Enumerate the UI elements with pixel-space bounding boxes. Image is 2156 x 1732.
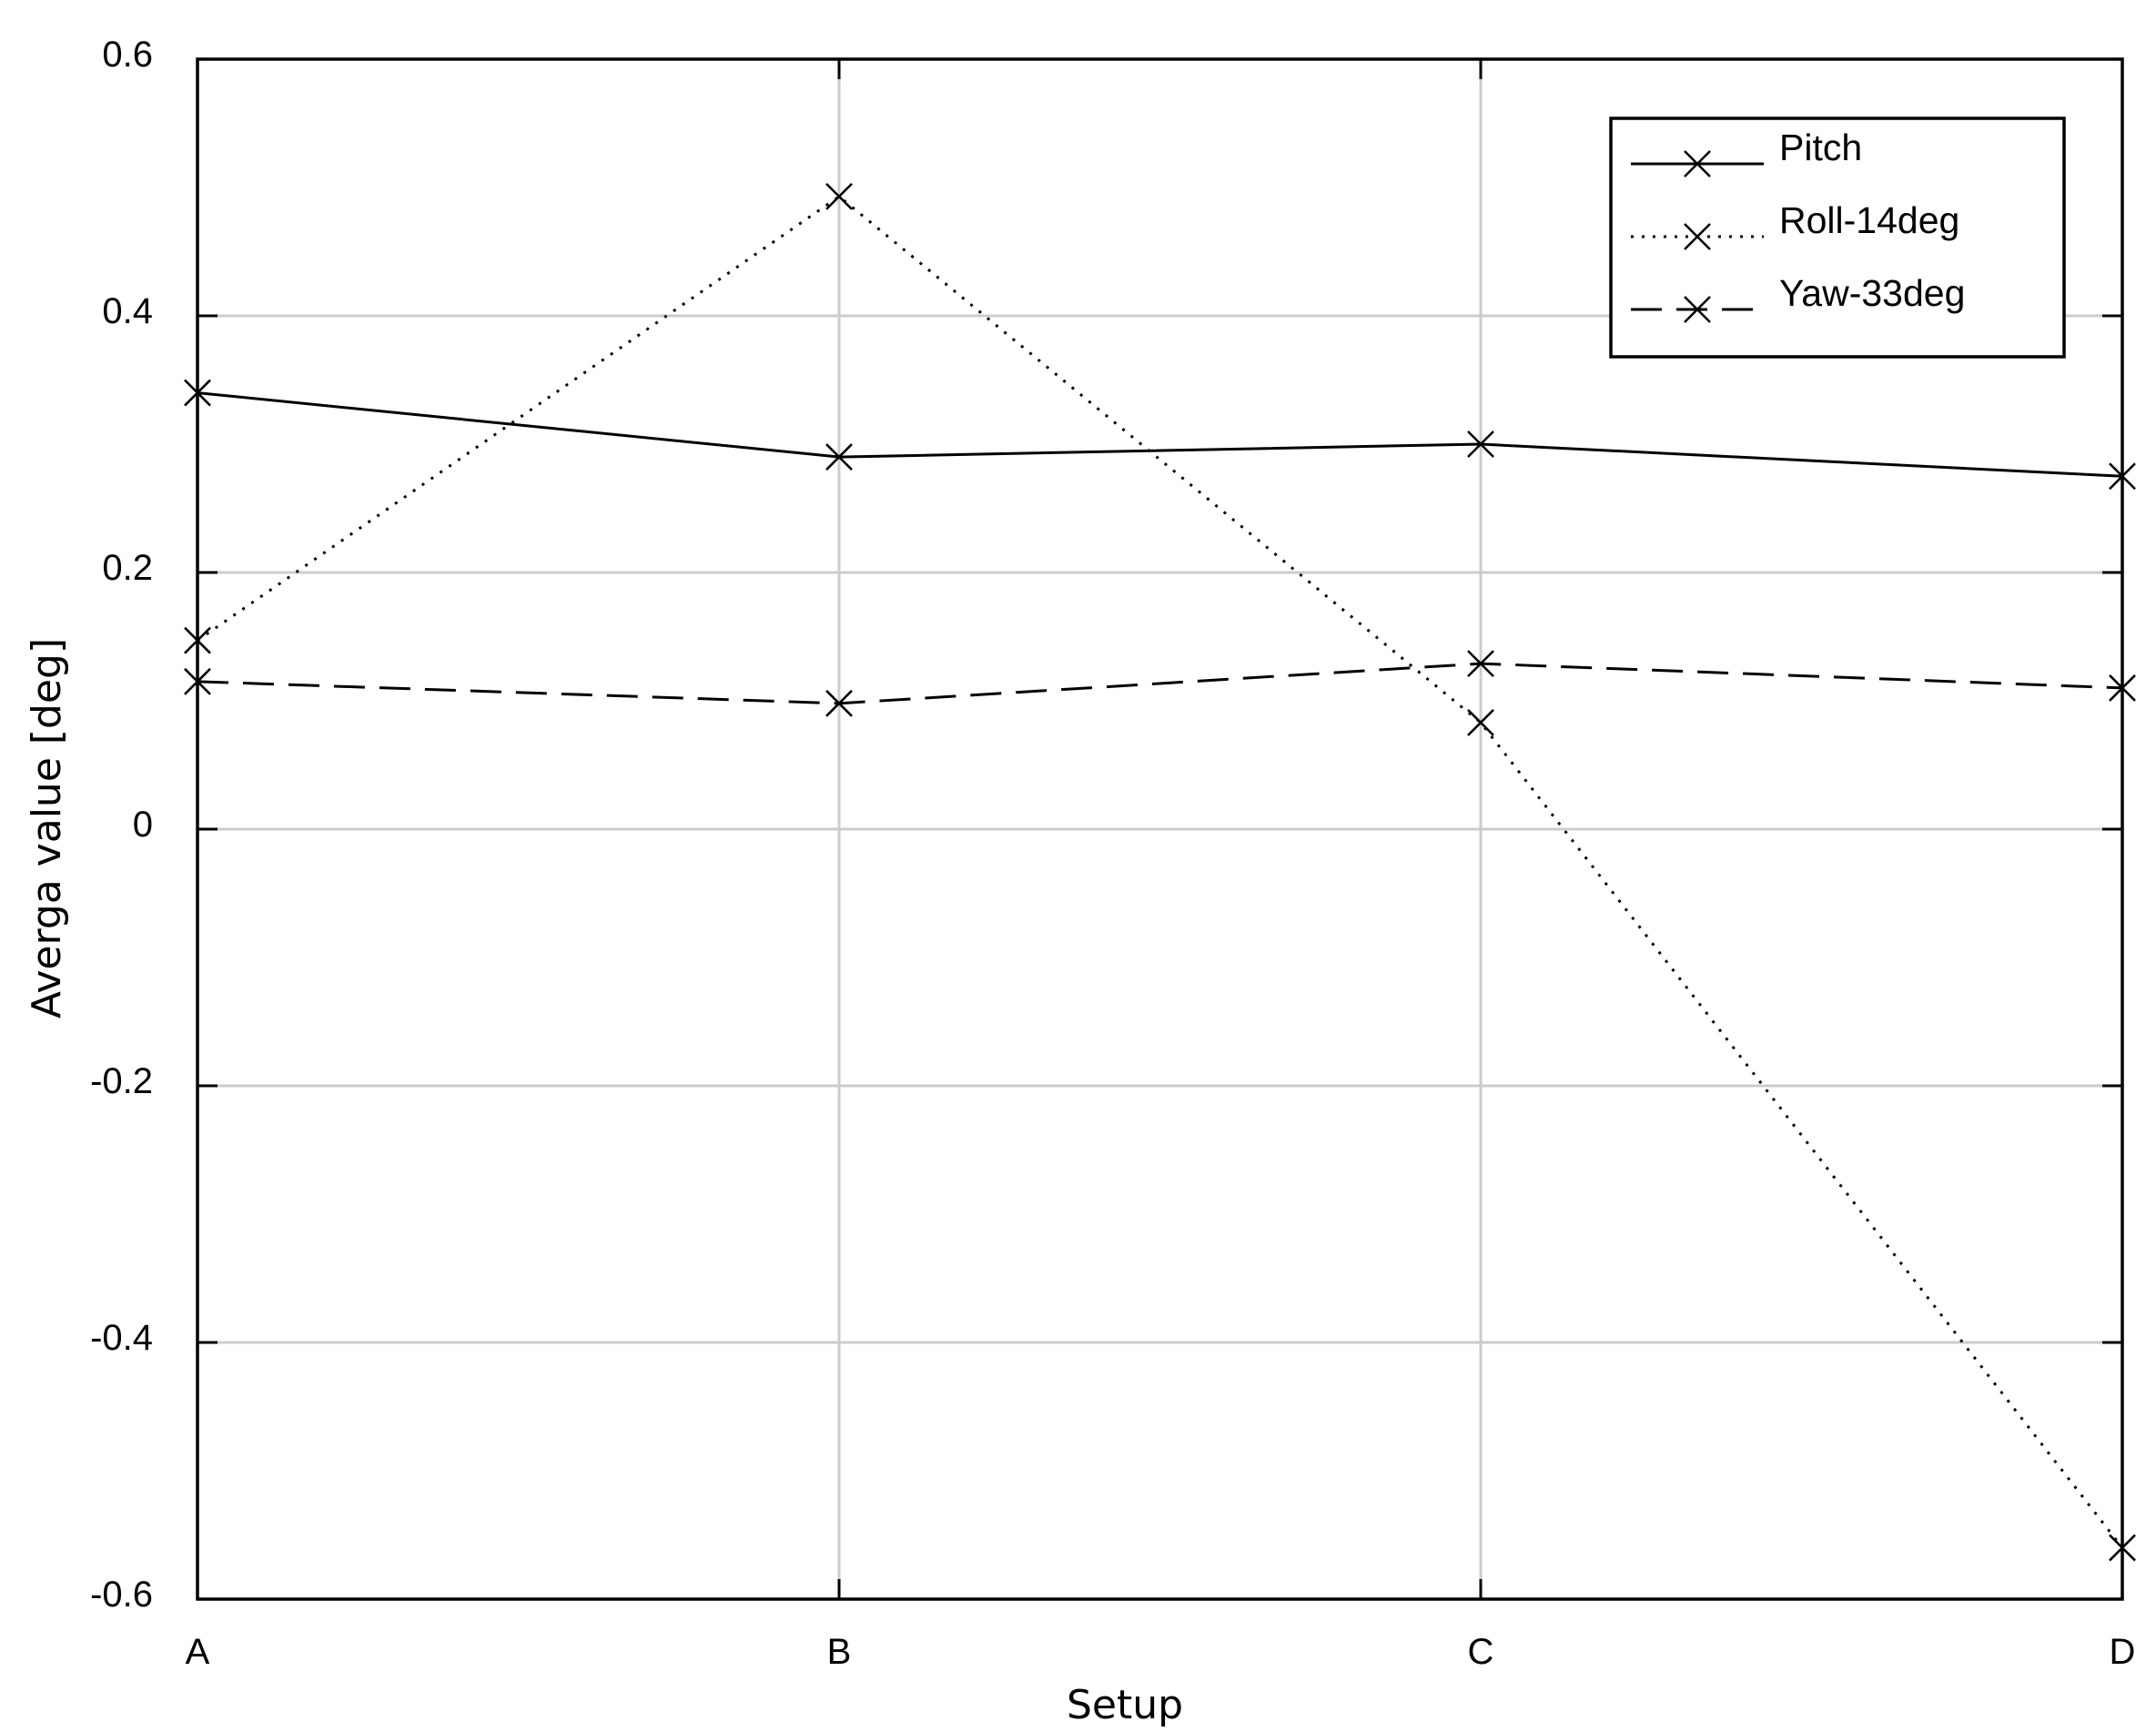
legend-marker (1684, 223, 1711, 250)
data-point-marker (1467, 430, 1494, 458)
data-point-marker (1467, 709, 1494, 736)
legend-marker (1684, 150, 1711, 177)
series-pitch (184, 379, 2136, 491)
y-tick-label: -0.6 (90, 1575, 153, 1615)
series-roll-14deg (184, 182, 2136, 1562)
y-tick-label: 0.2 (102, 548, 153, 588)
legend-marker (1684, 296, 1711, 323)
data-point-marker (1467, 650, 1494, 678)
y-tick-label: -0.4 (90, 1318, 153, 1358)
legend-item: Pitch (1631, 127, 1862, 177)
data-point-marker (825, 689, 853, 717)
ticks (196, 57, 2124, 1601)
x-axis-label: Setup (1067, 1682, 1183, 1728)
y-tick-label: -0.2 (90, 1061, 153, 1101)
series-line (197, 194, 2124, 1549)
x-tick-label: D (2110, 1632, 2136, 1672)
y-tick-label: 0 (133, 805, 153, 845)
x-tick-label: C (1468, 1632, 1494, 1672)
legend-item: Roll-14deg (1631, 199, 1959, 250)
series-line (197, 662, 2123, 705)
data-point-marker (825, 443, 853, 471)
legend-label: Pitch (1779, 127, 1862, 168)
grid (197, 59, 2122, 1599)
y-tick-label: 0.4 (102, 291, 153, 331)
legend: Pitch Roll-14deg Yaw-33deg (1609, 116, 2066, 359)
x-tick-label: B (827, 1632, 852, 1672)
series-yaw-33deg (184, 650, 2136, 717)
series-layer (184, 182, 2136, 1562)
legend-label: Yaw-33deg (1779, 272, 1965, 314)
data-point-marker (825, 182, 853, 210)
y-axis-label: Averga value [deg] (24, 638, 70, 1018)
y-tick-label: 0.6 (102, 35, 153, 75)
legend-label: Roll-14deg (1779, 199, 1959, 241)
x-tick-label: A (186, 1632, 210, 1672)
legend-item: Yaw-33deg (1631, 272, 1965, 323)
series-line (197, 391, 2123, 478)
tick-labels: 0.6 0.4 0.2 0 -0.2 -0.4 -0.6 A B C D (90, 35, 2135, 1672)
